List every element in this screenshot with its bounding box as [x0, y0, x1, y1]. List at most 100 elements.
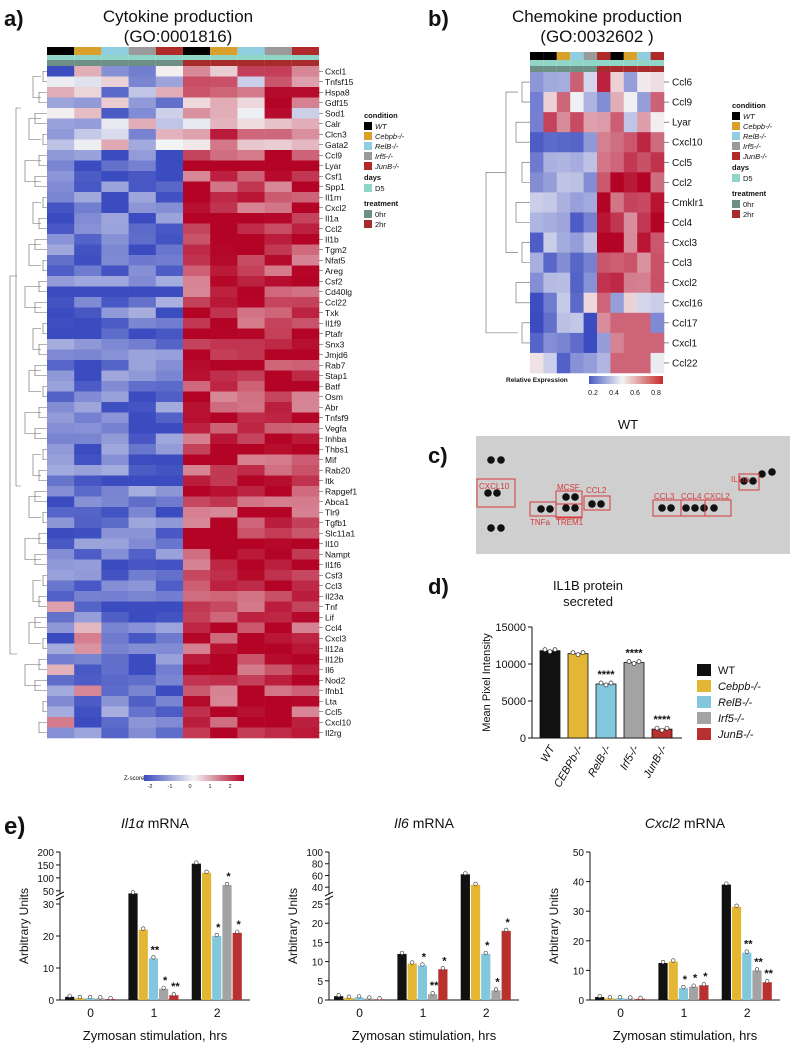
condition-bar-cell	[556, 52, 571, 60]
data-point	[664, 725, 670, 731]
heatmap-cell	[128, 192, 157, 203]
significance-label: *	[442, 955, 447, 967]
heatmap-cell	[74, 654, 102, 665]
heatmap-cell	[101, 517, 129, 529]
gene-label: Sod1	[325, 108, 345, 118]
heatmap-cell	[264, 286, 293, 298]
data-point	[463, 871, 468, 876]
bar	[539, 650, 561, 739]
gene-label: Ccl17	[672, 318, 698, 329]
condition-bar-cell	[155, 47, 183, 55]
condition-bar-cell	[623, 52, 638, 60]
heatmap-cell	[264, 444, 293, 455]
heatmap-cell	[637, 132, 651, 153]
chart-title: Il1α mRNA	[121, 815, 190, 831]
heatmap-cell	[183, 213, 211, 224]
y-tick-label: 30	[573, 907, 585, 918]
heatmap-cell	[210, 381, 238, 392]
heatmap-cell	[101, 87, 129, 98]
data-point	[681, 985, 686, 990]
heatmap-cell	[556, 92, 571, 113]
significance-label: *	[485, 940, 490, 952]
heatmap-cell	[610, 152, 625, 173]
blot-box	[476, 478, 516, 508]
heatmap-cell	[237, 307, 265, 319]
heatmap-cell	[264, 465, 293, 476]
heatmap-cell	[264, 528, 293, 539]
heatmap-cell	[47, 454, 75, 466]
condition-bar-cell	[583, 52, 597, 60]
dendrogram-branch	[32, 202, 41, 224]
x-tick-label: JunB-/-	[641, 743, 670, 781]
heatmap-cell	[291, 108, 320, 119]
heatmap-cell	[530, 72, 544, 93]
heatmap-cell	[128, 360, 157, 371]
data-point	[336, 993, 341, 998]
heatmap-cell	[183, 517, 211, 529]
heatmap-cell	[264, 717, 293, 728]
zscore-ticks: -2 -1 0 1 2	[148, 784, 232, 790]
heatmap-cell	[264, 706, 293, 718]
heatmap-cell	[74, 549, 102, 560]
heatmap-cell	[128, 171, 157, 182]
heatmap-cell	[597, 292, 611, 314]
data-point	[734, 903, 739, 908]
legend-swatch	[697, 728, 711, 740]
heatmap-cell	[101, 276, 129, 287]
heatmap-cell	[183, 433, 211, 445]
heatmap-cell	[183, 717, 211, 728]
bar	[65, 996, 75, 1000]
bar	[567, 653, 589, 739]
blot-spot	[667, 504, 675, 512]
heatmap-cell	[101, 549, 129, 560]
heatmap-cell	[210, 150, 238, 161]
heatmap-cell	[291, 192, 320, 203]
heatmap-cell	[264, 454, 293, 466]
heatmap-cell	[183, 475, 211, 487]
heatmap-cell	[128, 622, 157, 634]
legend-label: Cebpb-/-	[375, 132, 405, 141]
heatmap-cell	[47, 297, 75, 308]
days-bar-cell	[650, 60, 664, 66]
heatmap-cell	[291, 244, 320, 256]
blot-spot	[546, 505, 554, 513]
heatmap-cell	[101, 465, 129, 476]
heatmap-cell	[74, 381, 102, 392]
heatmap-cell	[183, 171, 211, 182]
gene-label: Il1f9	[325, 318, 341, 328]
heatmap-cell	[155, 633, 184, 644]
heatmap-cell	[610, 292, 625, 314]
heatmap-cell	[183, 244, 211, 256]
heatmap-cell	[155, 307, 184, 319]
heatmap-cell	[291, 223, 320, 235]
heatmap-cell	[183, 654, 211, 665]
blot-spot	[487, 456, 495, 464]
heatmap-cell	[155, 496, 184, 508]
gene-label: Lyar	[325, 161, 341, 171]
heatmap-cell	[543, 332, 558, 354]
heatmap-cell	[47, 507, 75, 518]
heatmap-cell	[128, 276, 157, 287]
heatmap-cell	[264, 370, 293, 382]
bar	[623, 662, 645, 739]
legend-label: JunB-/-	[742, 152, 768, 161]
bar	[668, 961, 678, 1000]
heatmap-cell	[610, 112, 625, 133]
heatmap-cell	[291, 580, 320, 592]
heatmap-cell	[556, 332, 571, 354]
heatmap-cell	[543, 132, 558, 153]
heatmap-cell	[291, 160, 320, 172]
condition-bar-cell	[543, 52, 557, 60]
heatmap-cell	[210, 244, 238, 256]
heatmap-cell	[47, 517, 75, 529]
expression-colorbar	[589, 376, 663, 384]
gene-label: Il1b	[325, 234, 339, 244]
dendrogram-branch	[515, 282, 530, 304]
gene-label: Il10	[325, 539, 339, 549]
heatmap-cell	[583, 112, 598, 133]
dendrogram-branch	[42, 448, 47, 461]
heatmap-cell	[183, 643, 211, 655]
gene-label: Cxcl2	[672, 278, 697, 289]
blot-spot	[588, 500, 596, 508]
heatmap-cell	[47, 171, 75, 182]
